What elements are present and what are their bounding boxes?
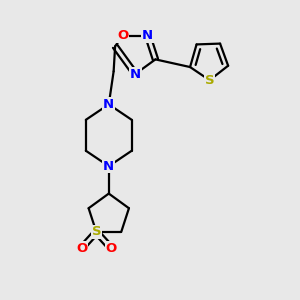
Text: O: O (117, 29, 128, 42)
Text: N: N (103, 160, 114, 173)
Text: N: N (103, 98, 114, 111)
Text: N: N (130, 68, 141, 80)
Text: O: O (105, 242, 117, 255)
Text: S: S (205, 74, 214, 87)
Text: S: S (92, 225, 101, 239)
Text: O: O (76, 242, 87, 255)
Text: N: N (142, 29, 153, 42)
